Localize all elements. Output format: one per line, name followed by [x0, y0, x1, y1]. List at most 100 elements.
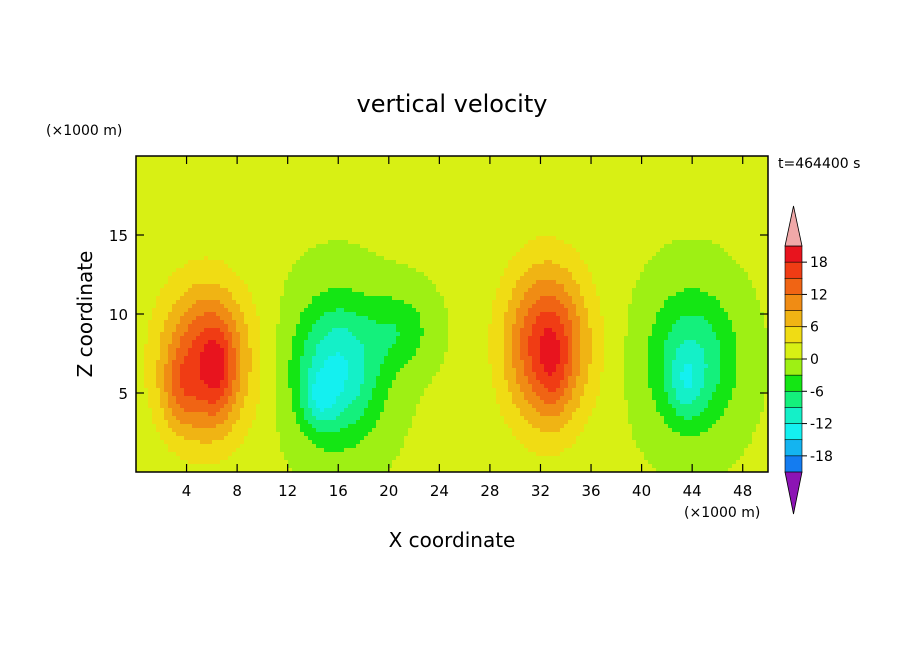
- field-cell: [508, 180, 513, 185]
- field-cell: [512, 220, 517, 225]
- field-cell: [252, 212, 257, 217]
- field-cell: [544, 160, 549, 165]
- field-cell: [280, 216, 285, 221]
- field-cell: [324, 264, 329, 269]
- field-cell: [412, 156, 417, 161]
- field-cell: [592, 264, 597, 269]
- field-cell: [700, 272, 705, 277]
- field-cell: [540, 200, 545, 205]
- field-cell: [456, 204, 461, 209]
- field-cell: [512, 180, 517, 185]
- field-cell: [500, 224, 505, 229]
- field-cell: [496, 180, 501, 185]
- field-cell: [208, 196, 213, 201]
- field-cell: [628, 216, 633, 221]
- field-cell: [332, 160, 337, 165]
- field-cell: [680, 248, 685, 253]
- field-cell: [312, 156, 317, 161]
- field-cell: [660, 192, 665, 197]
- field-cell: [556, 192, 561, 197]
- field-cell: [564, 172, 569, 177]
- field-cell: [224, 160, 229, 165]
- field-cell: [360, 196, 365, 201]
- field-cell: [144, 240, 149, 245]
- field-cell: [396, 224, 401, 229]
- field-cell: [408, 240, 413, 245]
- field-cell: [364, 192, 369, 197]
- field-cell: [480, 196, 485, 201]
- field-cell: [332, 276, 337, 281]
- field-cell: [176, 212, 181, 217]
- field-cell: [504, 208, 509, 213]
- field-cell: [764, 176, 769, 181]
- field-cell: [276, 224, 281, 229]
- field-cell: [480, 244, 485, 249]
- field-cell: [652, 200, 657, 205]
- field-cell: [736, 244, 741, 249]
- field-cell: [700, 260, 705, 265]
- field-cell: [496, 212, 501, 217]
- field-cell: [600, 228, 605, 233]
- field-cell: [140, 216, 145, 221]
- field-cell: [564, 200, 569, 205]
- field-cell: [668, 164, 673, 169]
- field-cell: [308, 216, 313, 221]
- field-cell: [556, 188, 561, 193]
- field-cell: [488, 232, 493, 237]
- field-cell: [360, 260, 365, 265]
- field-cell: [324, 208, 329, 213]
- field-cell: [680, 208, 685, 213]
- field-cell: [280, 212, 285, 217]
- field-cell: [732, 256, 737, 261]
- field-cell: [144, 264, 149, 269]
- field-cell: [656, 220, 661, 225]
- field-cell: [528, 156, 533, 161]
- field-cell: [164, 224, 169, 229]
- field-cell: [360, 164, 365, 169]
- field-cell: [204, 200, 209, 205]
- field-cell: [672, 200, 677, 205]
- field-cell: [176, 180, 181, 185]
- field-cell: [568, 268, 573, 273]
- field-cell: [408, 160, 413, 165]
- field-cell: [348, 276, 353, 281]
- field-cell: [192, 204, 197, 209]
- field-cell: [472, 232, 477, 237]
- field-cell: [656, 204, 661, 209]
- field-cell: [668, 268, 673, 273]
- field-cell: [252, 168, 257, 173]
- field-cell: [740, 244, 745, 249]
- field-cell: [400, 256, 405, 261]
- field-cell: [480, 200, 485, 205]
- field-cell: [136, 180, 141, 185]
- field-cell: [764, 204, 769, 209]
- field-cell: [252, 280, 257, 285]
- field-cell: [748, 268, 753, 273]
- field-cell: [244, 236, 249, 241]
- field-cell: [228, 172, 233, 177]
- field-cell: [744, 268, 749, 273]
- field-cell: [448, 236, 453, 241]
- field-cell: [556, 220, 561, 225]
- field-cell: [500, 256, 505, 261]
- field-cell: [260, 228, 265, 233]
- field-cell: [640, 200, 645, 205]
- field-cell: [500, 240, 505, 245]
- field-cell: [552, 224, 557, 229]
- field-cell: [280, 240, 285, 245]
- field-cell: [256, 260, 261, 265]
- field-cell: [172, 212, 177, 217]
- field-cell: [176, 184, 181, 189]
- field-cell: [244, 208, 249, 213]
- field-cell: [696, 204, 701, 209]
- field-cell: [276, 280, 281, 285]
- field-cell: [736, 252, 741, 257]
- field-cell: [284, 216, 289, 221]
- field-cell: [236, 192, 241, 197]
- field-cell: [476, 160, 481, 165]
- field-cell: [288, 248, 293, 253]
- field-cell: [508, 224, 513, 229]
- field-cell: [580, 200, 585, 205]
- field-cell: [688, 236, 693, 241]
- field-cell: [564, 220, 569, 225]
